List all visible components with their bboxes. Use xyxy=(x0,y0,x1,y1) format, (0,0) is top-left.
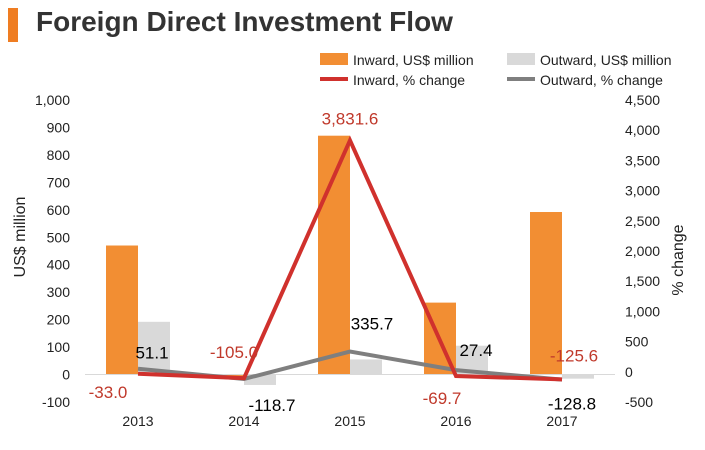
data-label-outward-change: -128.8 xyxy=(548,395,596,414)
legend-label-inward-line: Inward, % change xyxy=(353,72,465,88)
y-tick-label: 1,000 xyxy=(35,92,70,108)
title-accent-bar xyxy=(8,8,18,42)
y-axis-title: US$ million xyxy=(12,197,29,278)
data-label-outward-change: 27.4 xyxy=(459,341,492,360)
y2-tick-label: -500 xyxy=(625,394,653,410)
data-label-inward-change: -105.0 xyxy=(210,343,258,362)
y-tick-label: 0 xyxy=(62,367,70,383)
y-tick-label: 800 xyxy=(47,147,71,163)
y2-tick-label: 2,500 xyxy=(625,213,660,229)
y2-tick-label: 0 xyxy=(625,364,633,380)
bar-inward xyxy=(212,374,244,376)
x-tick-label: 2017 xyxy=(546,413,577,429)
bar-outward xyxy=(350,359,382,375)
data-label-inward-change: -69.7 xyxy=(423,389,462,408)
y-tick-label: 500 xyxy=(47,229,71,245)
x-tick-label: 2015 xyxy=(334,413,365,429)
y-tick-label: 200 xyxy=(47,312,71,328)
data-label-outward-change: 335.7 xyxy=(351,315,394,334)
x-tick-label: 2016 xyxy=(440,413,471,429)
chart-legend: Inward, US$ million Outward, US$ million… xyxy=(320,52,672,88)
bar-outward xyxy=(138,321,170,375)
y-tick-label: 100 xyxy=(47,339,71,355)
bar-inward xyxy=(106,245,138,375)
legend-swatch-outward-bar xyxy=(507,53,535,65)
y-tick-label: -100 xyxy=(42,394,70,410)
data-label-inward-change: 3,831.6 xyxy=(322,109,379,128)
y2-tick-label: 4,000 xyxy=(625,122,660,138)
legend-label-outward-line: Outward, % change xyxy=(540,72,663,88)
data-label-inward-change: -125.6 xyxy=(550,346,598,365)
legend-label-outward-bar: Outward, US$ million xyxy=(540,52,672,68)
x-tick-label: 2014 xyxy=(228,413,259,429)
bar-outward xyxy=(562,374,594,379)
y2-tick-label: 2,000 xyxy=(625,243,660,259)
bar-outward xyxy=(244,374,276,385)
y-tick-label: 400 xyxy=(47,257,71,273)
plot-area: -100 0 100 200 300 400 500 600 700 800 900 1,000 -50… xyxy=(35,92,660,429)
series-line-inward-change xyxy=(137,135,563,382)
y-tick-label: 300 xyxy=(47,284,71,300)
y2-tick-label: 4,500 xyxy=(625,92,660,108)
chart-title: Foreign Direct Investment Flow xyxy=(36,6,453,37)
y2-axis-title: % change xyxy=(670,224,687,295)
y-tick-label: 700 xyxy=(47,174,71,190)
bar-inward xyxy=(530,212,562,375)
y-tick-label: 900 xyxy=(47,119,71,135)
data-label-outward-change: 51.1 xyxy=(135,344,168,363)
y2-tick-label: 3,500 xyxy=(625,152,660,168)
y2-tick-label: 1,000 xyxy=(625,303,660,319)
y2-tick-label: 500 xyxy=(625,334,649,350)
y2-tick-label: 1,500 xyxy=(625,273,660,289)
data-label-inward-change: -33.0 xyxy=(89,383,128,402)
legend-label-inward-bar: Inward, US$ million xyxy=(353,52,474,68)
y2-tick-label: 3,000 xyxy=(625,183,660,199)
legend-swatch-inward-bar xyxy=(320,53,348,65)
x-tick-label: 2013 xyxy=(122,413,153,429)
y-tick-label: 600 xyxy=(47,202,71,218)
data-label-outward-change: -118.7 xyxy=(249,396,296,415)
